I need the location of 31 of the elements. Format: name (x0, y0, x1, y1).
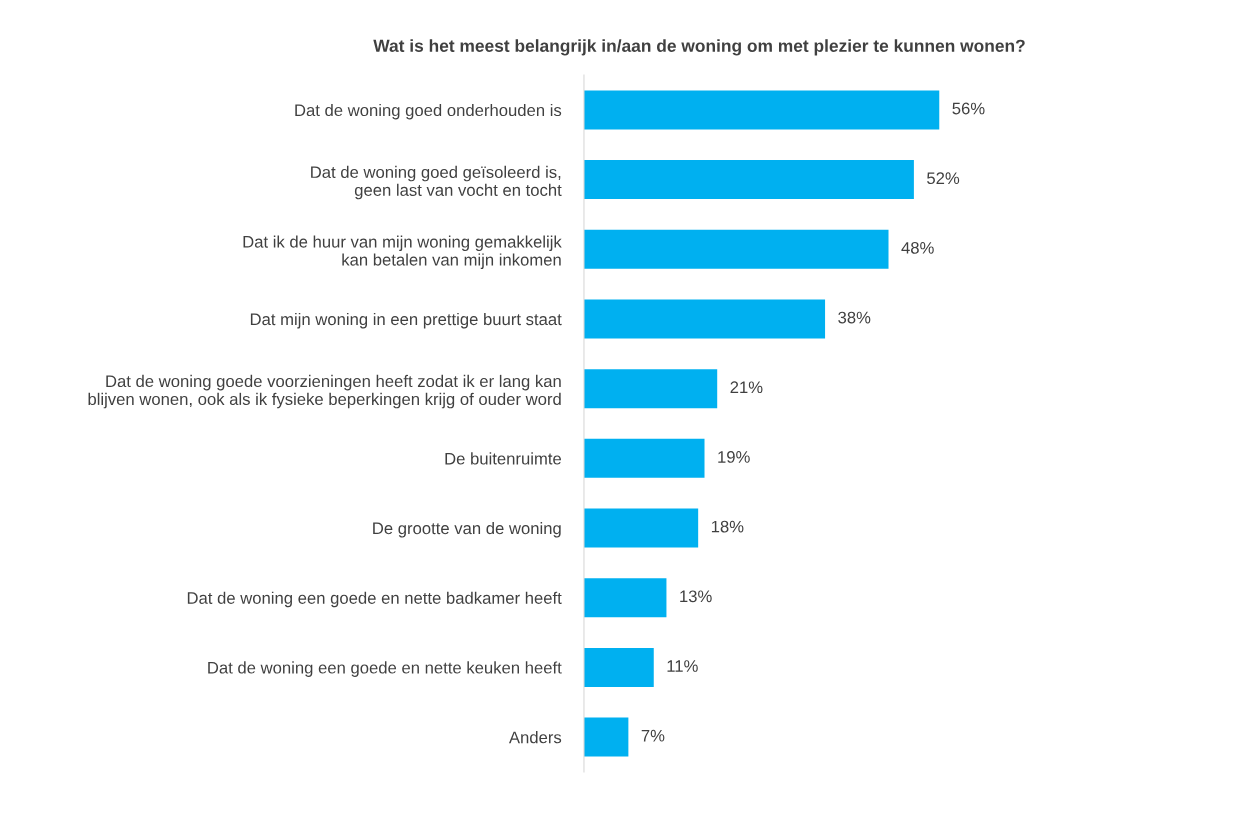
data-label: 21% (730, 381, 763, 394)
y-tick-label: De grootte van de woning (373, 521, 561, 538)
bar (583, 160, 914, 200)
y-tick-label: De buitenruimte (445, 452, 562, 465)
bar (583, 299, 826, 339)
data-label: 19% (718, 451, 750, 463)
y-tick-label: Dat de woning goed onderhouden is (295, 103, 562, 120)
data-label: 52% (927, 172, 960, 185)
data-label: 38% (838, 311, 871, 324)
chart-title: Wat is het meest belangrijk in/aan de woning om met plezier te kunnen wonen? (373, 39, 1025, 56)
y-tick-label: Dat de woning goede voorzieningen heeft zodat ik er lang kan blijven wonen, ook als ik fysieke beperkingen krijg of ouder word (88, 374, 561, 409)
data-label: 13% (680, 590, 712, 603)
bar (583, 438, 705, 478)
data-label: 18% (711, 520, 744, 533)
y-tick-label: Dat de woning goed geïsoleerd is, geen last van vocht en tocht (311, 165, 562, 200)
y-tick-label: Dat ik de huur van mijn woning gemakkelijk kan betalen van mijn inkomen (243, 235, 562, 269)
bar (583, 90, 940, 130)
bar (583, 229, 889, 269)
bar (583, 647, 654, 687)
bar (583, 717, 629, 757)
y-tick-label: Dat de woning een goede en nette keuken heeft (208, 661, 562, 677)
data-label: 7% (641, 729, 665, 742)
data-label: 11% (667, 660, 698, 672)
y-tick-label: Dat mijn woning in een prettige buurt staat (250, 312, 562, 329)
y-tick-label: Anders (508, 731, 562, 744)
bar (583, 508, 699, 548)
bar (583, 369, 718, 409)
data-label: 48% (901, 241, 934, 254)
y-tick-label: Dat de woning een goede en nette badkamer heeft (187, 591, 562, 608)
data-label: 56% (952, 102, 985, 115)
bar (583, 578, 667, 618)
